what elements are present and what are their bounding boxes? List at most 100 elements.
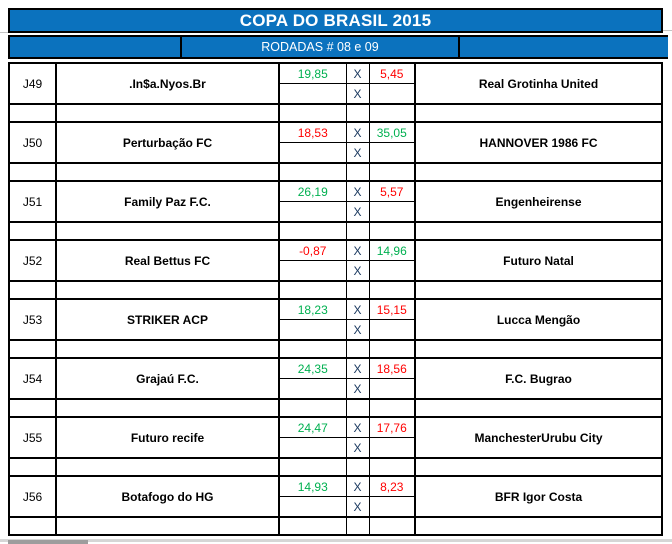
match-row-leg2: X: [9, 437, 662, 459]
spacer-row: [8, 457, 663, 477]
match-id: J52: [8, 239, 57, 282]
match-row-leg2: X: [9, 319, 662, 341]
x-separator: X: [345, 437, 370, 459]
match-id: J50: [8, 121, 57, 164]
match-row: J56 Botafogo do HG 14,93 X 8,23 BFR Igor…: [8, 475, 663, 518]
horizontal-scrollbar-thumb[interactable]: [8, 540, 88, 544]
page-title: COPA DO BRASIL 2015: [239, 10, 432, 30]
away-score-leg2: [368, 142, 416, 164]
match-id: J54: [8, 357, 57, 400]
match-row: J52 Real Bettus FC -0,87 X 14,96 Futuro …: [8, 239, 663, 282]
horizontal-scrollbar-track[interactable]: [0, 539, 672, 542]
fixtures-table: J49 .In$a.Nyos.Br 19,85 X 5,45 Real Grot…: [8, 62, 663, 536]
spacer-row: [8, 221, 663, 241]
x-separator: X: [345, 260, 370, 282]
home-score-leg2: [278, 83, 347, 105]
away-team-name: BFR Igor Costa: [414, 475, 663, 518]
home-team-name: Grajaú F.C.: [55, 357, 280, 400]
title-bar: COPA DO BRASIL 2015: [8, 8, 663, 33]
away-score: 18,56: [368, 357, 416, 379]
x-separator: X: [345, 416, 370, 438]
home-score-leg2: [278, 319, 347, 341]
home-score: 18,23: [278, 298, 347, 320]
home-score: 26,19: [278, 180, 347, 202]
away-score-leg2: [368, 496, 416, 518]
away-score-leg2: [368, 201, 416, 223]
x-separator: X: [345, 378, 370, 400]
spacer-row: [8, 103, 663, 123]
away-score: 35,05: [368, 121, 416, 143]
away-score-leg2: [368, 319, 416, 341]
subtitle: RODADAS # 08 e 09: [261, 40, 379, 54]
spacer-row: [8, 339, 663, 359]
away-team-name: Futuro Natal: [414, 239, 663, 282]
match-id: J51: [8, 180, 57, 223]
subtitle-cell: RODADAS # 08 e 09: [180, 37, 460, 57]
home-team-name: Futuro recife: [55, 416, 280, 459]
match-row: J49 .In$a.Nyos.Br 19,85 X 5,45 Real Grot…: [8, 62, 663, 105]
home-score: 18,53: [278, 121, 347, 143]
away-score-leg2: [368, 378, 416, 400]
x-separator: X: [345, 357, 370, 379]
spacer-row: [8, 516, 663, 536]
away-team-name: F.C. Bugrao: [414, 357, 663, 400]
home-team-name: STRIKER ACP: [55, 298, 280, 341]
match-row: J55 Futuro recife 24,47 X 17,76 Manchest…: [8, 416, 663, 459]
x-separator: X: [345, 62, 370, 84]
away-score-leg2: [368, 260, 416, 282]
x-separator: X: [345, 142, 370, 164]
home-score: 24,35: [278, 357, 347, 379]
match-id: J55: [8, 416, 57, 459]
x-separator: X: [345, 239, 370, 261]
subtitle-bar: RODADAS # 08 e 09: [8, 35, 668, 59]
x-separator: X: [345, 319, 370, 341]
away-score: 14,96: [368, 239, 416, 261]
x-separator: X: [345, 475, 370, 497]
gridline-fragment: [663, 30, 672, 31]
match-id: J56: [8, 475, 57, 518]
gridline-fragment: [0, 32, 8, 33]
home-score: 19,85: [278, 62, 347, 84]
spacer-row: [8, 162, 663, 182]
away-team-name: Real Grotinha United: [414, 62, 663, 105]
match-row: J53 STRIKER ACP 18,23 X 15,15 Lucca Meng…: [8, 298, 663, 341]
x-separator: X: [345, 180, 370, 202]
x-separator: X: [345, 121, 370, 143]
home-team-name: Real Bettus FC: [55, 239, 280, 282]
x-separator: X: [345, 496, 370, 518]
away-score: 8,23: [368, 475, 416, 497]
away-team-name: HANNOVER 1986 FC: [414, 121, 663, 164]
home-team-name: Perturbação FC: [55, 121, 280, 164]
x-separator: X: [345, 201, 370, 223]
spacer-row: [8, 398, 663, 418]
away-team-name: Engenheirense: [414, 180, 663, 223]
match-row: J51 Family Paz F.C. 26,19 X 5,57 Engenhe…: [8, 180, 663, 223]
spacer-row: [8, 280, 663, 300]
match-row-leg2: X: [9, 83, 662, 105]
home-team-name: Family Paz F.C.: [55, 180, 280, 223]
away-team-name: Lucca Mengão: [414, 298, 663, 341]
home-score-leg2: [278, 260, 347, 282]
home-team-name: Botafogo do HG: [55, 475, 280, 518]
match-row-leg2: X: [9, 201, 662, 223]
match-row: J50 Perturbação FC 18,53 X 35,05 HANNOVE…: [8, 121, 663, 164]
home-score: -0,87: [278, 239, 347, 261]
home-score: 24,47: [278, 416, 347, 438]
away-score: 17,76: [368, 416, 416, 438]
away-score-leg2: [368, 437, 416, 459]
away-score: 15,15: [368, 298, 416, 320]
away-team-name: ManchesterUrubu City: [414, 416, 663, 459]
match-row: J54 Grajaú F.C. 24,35 X 18,56 F.C. Bugra…: [8, 357, 663, 400]
away-score: 5,57: [368, 180, 416, 202]
home-team-name: .In$a.Nyos.Br: [55, 62, 280, 105]
x-separator: X: [345, 83, 370, 105]
match-id: J49: [8, 62, 57, 105]
home-score-leg2: [278, 201, 347, 223]
away-score-leg2: [368, 83, 416, 105]
away-score: 5,45: [368, 62, 416, 84]
home-score-leg2: [278, 142, 347, 164]
home-score-leg2: [278, 496, 347, 518]
x-separator: X: [345, 298, 370, 320]
home-score: 14,93: [278, 475, 347, 497]
